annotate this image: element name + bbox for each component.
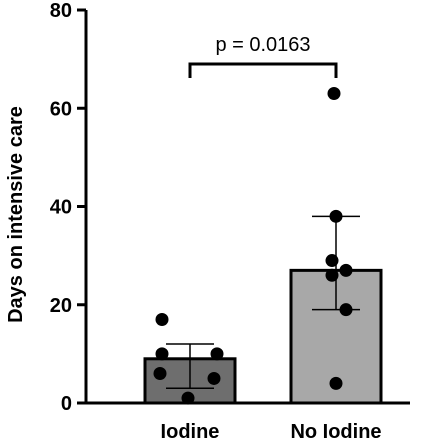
data-point <box>325 254 339 268</box>
data-point <box>327 87 341 101</box>
y-tick-label: 20 <box>50 295 72 317</box>
data-point <box>155 312 169 326</box>
y-tick-label: 60 <box>50 98 72 120</box>
data-point <box>210 347 224 361</box>
y-tick-label: 0 <box>61 393 72 415</box>
data-point <box>329 209 343 223</box>
y-tick-label: 40 <box>50 197 72 219</box>
y-axis-title: Days on intensive care <box>5 106 27 323</box>
data-point <box>325 268 339 282</box>
x-category-label: No Iodine <box>290 421 381 440</box>
x-category-label: Iodine <box>161 421 220 440</box>
data-point <box>181 391 195 405</box>
data-point <box>339 303 353 317</box>
y-tick-label: 80 <box>50 0 72 22</box>
data-point <box>153 367 167 381</box>
p-value-annotation: p = 0.0163 <box>215 34 310 56</box>
data-point <box>155 347 169 361</box>
data-point <box>207 371 221 385</box>
data-point <box>339 263 353 277</box>
data-point <box>329 376 343 390</box>
significance-bracket <box>188 62 338 79</box>
